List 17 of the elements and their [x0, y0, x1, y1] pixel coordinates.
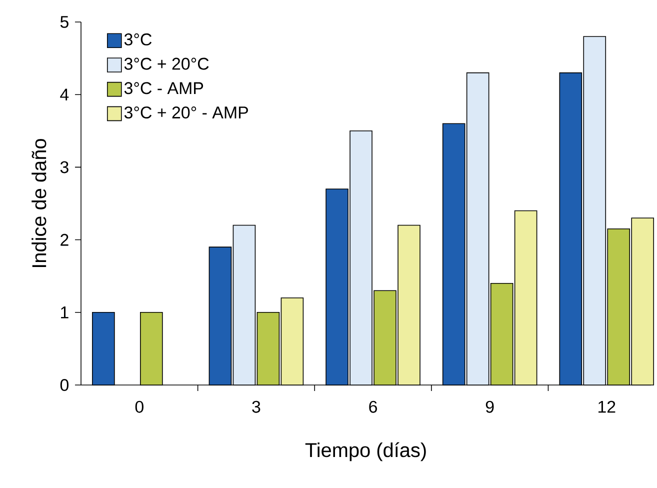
x-tick-label: 6: [369, 400, 377, 413]
y-tick-label: 4: [60, 88, 69, 100]
y-tick-label: 2: [60, 234, 68, 246]
y-tick-label: 5: [60, 16, 68, 28]
legend-label: 3°C: [124, 33, 152, 46]
x-axis-title: Tiempo (días): [305, 442, 426, 462]
y-tick-label: 3: [60, 161, 68, 174]
x-tick-label: 12: [598, 400, 616, 413]
y-axis-title: Indice de daño: [32, 138, 46, 268]
y-tick-label: 0: [60, 378, 69, 391]
legend-label: 3°C - AMP: [124, 82, 204, 94]
x-tick-label: 9: [486, 400, 494, 413]
y-tick-label: 1: [61, 306, 68, 318]
legend-label: 3°C + 20°C: [124, 58, 209, 70]
x-tick-label: 3: [252, 400, 260, 413]
legend-label: 3°C + 20° - AMP: [124, 106, 248, 118]
x-tick-label: 0: [135, 400, 144, 413]
